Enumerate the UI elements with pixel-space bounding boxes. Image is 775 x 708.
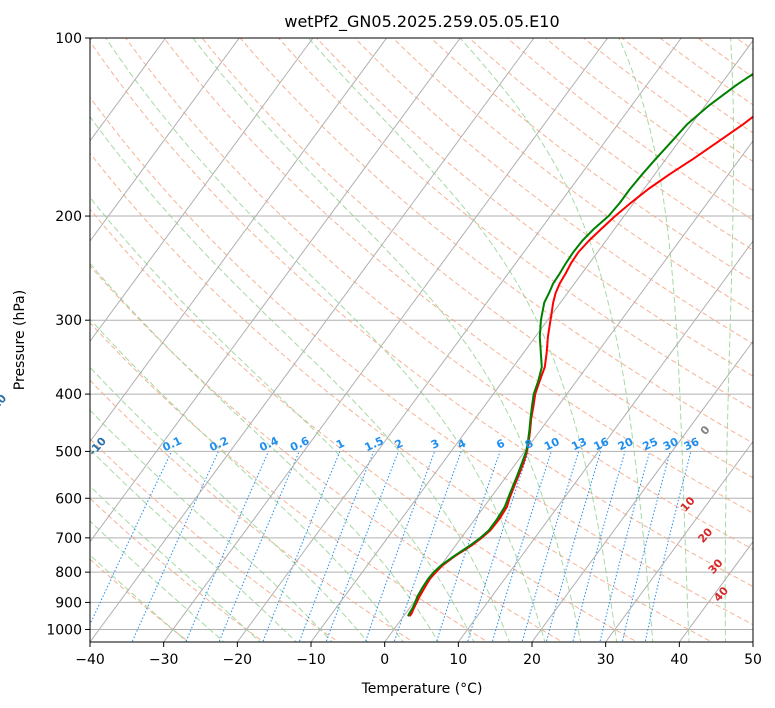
mixing-ratio-label: 10 xyxy=(542,435,562,453)
y-tick-label: 300 xyxy=(55,313,82,329)
mixing-ratio-label: 25 xyxy=(641,435,660,453)
axes: −40 −30 −20 −10 0 10 20 30 40 50 100 200 300 400 500 60… xyxy=(46,31,762,668)
x-tick-label: 30 xyxy=(597,652,615,668)
x-tick-label: 50 xyxy=(744,652,762,668)
dry-adiabat-line xyxy=(90,40,753,588)
y-tick-label: 600 xyxy=(55,491,82,507)
y-axis-title: Pressure (hPa) xyxy=(12,290,28,390)
isotherm-line xyxy=(531,340,753,642)
x-tick-label: 10 xyxy=(449,652,467,668)
isotherm-line xyxy=(605,440,753,642)
x-tick-label: −30 xyxy=(149,652,179,668)
y-tick-label: 900 xyxy=(55,595,82,611)
isotherm-line xyxy=(310,39,753,642)
dry-adiabat-line xyxy=(90,152,713,642)
x-tick-label: 0 xyxy=(380,652,389,668)
y-tick-label: 1000 xyxy=(46,622,82,638)
mixing-ratio-label: 30 xyxy=(661,435,681,453)
mixing-ratio-line xyxy=(545,451,602,642)
isotherm-line xyxy=(90,38,167,142)
isotherm-line xyxy=(90,38,388,443)
mixing-ratio-label: 36 xyxy=(682,435,702,453)
moist-adiabat-line xyxy=(90,318,404,642)
isotherm-line xyxy=(384,140,753,642)
dry-adiabat-line xyxy=(90,379,414,642)
y-tick-label: 700 xyxy=(55,531,82,547)
mixing-ratio-line xyxy=(131,451,219,642)
moist-adiabat-line xyxy=(459,38,654,642)
moist-adiabat-line xyxy=(90,115,510,642)
y-tick-label: 400 xyxy=(55,387,82,403)
mixing-ratio-line xyxy=(621,451,671,642)
moist-adiabat-line xyxy=(90,554,188,642)
dry-adiabat-label: -20 xyxy=(0,392,9,416)
dry-adiabat-line xyxy=(315,38,753,377)
mixing-ratio-label: 16 xyxy=(592,435,612,453)
moist-adiabat-line xyxy=(618,38,690,642)
mixing-ratio-line xyxy=(572,451,626,642)
mixing-ratio-line xyxy=(325,451,399,642)
dry-adiabat-line xyxy=(163,38,753,514)
mixing-ratio-line xyxy=(599,451,651,642)
isotherm-line xyxy=(236,38,682,642)
mixing-ratio-label: 20 xyxy=(616,435,636,453)
x-tick-label: 40 xyxy=(670,652,688,668)
dry-adiabat-line xyxy=(90,96,753,626)
dewpoint-line xyxy=(407,72,753,617)
moist-adiabat-line xyxy=(90,448,298,642)
dry-adiabat-line xyxy=(90,321,489,642)
dry-adiabat-line xyxy=(392,38,753,313)
isotherm-line xyxy=(163,38,609,642)
isotherm-line xyxy=(457,240,753,642)
plot-frame xyxy=(89,37,754,643)
moist-adiabat-line xyxy=(90,409,333,642)
dry-adiabat-line xyxy=(90,208,639,642)
dry-adiabat-line xyxy=(90,438,340,642)
mixing-ratio-line xyxy=(218,451,300,642)
y-tick-label: 500 xyxy=(55,444,82,460)
y-tick-label: 200 xyxy=(55,209,82,225)
background-lines xyxy=(90,38,753,642)
moist-adiabat-line xyxy=(192,38,582,642)
moist-adiabat-line xyxy=(307,38,618,642)
mixing-ratio-line xyxy=(298,451,375,642)
x-tick-label: −10 xyxy=(296,652,326,668)
mixing-ratio-line xyxy=(435,451,501,642)
dry-adiabat-line xyxy=(239,38,753,444)
dry-adiabat-line xyxy=(201,38,753,479)
moist-adiabat-line xyxy=(724,38,735,642)
isotherm-line xyxy=(90,38,314,343)
isotherm-line xyxy=(90,38,535,642)
mixing-ratio-line xyxy=(491,451,552,642)
y-tick-label: 800 xyxy=(55,565,82,581)
mixing-ratio-line xyxy=(393,451,462,642)
moist-adiabat-line xyxy=(90,196,475,642)
dry-adiabat-line xyxy=(90,558,190,642)
x-axis-title: Temperature (°C) xyxy=(361,681,483,697)
moist-adiabat-line xyxy=(90,520,225,642)
x-tick-label: −40 xyxy=(75,652,105,668)
isotherm-line xyxy=(90,38,240,242)
moist-adiabat-line xyxy=(90,366,369,642)
x-tick-label: −20 xyxy=(223,652,253,668)
mixing-ratio-line xyxy=(90,451,173,626)
mixing-ratio-line xyxy=(185,451,269,642)
x-tick-label: 20 xyxy=(523,652,541,668)
moist-adiabat-line xyxy=(105,38,546,642)
chart-title: wetPf2_GN05.2025.259.05.05.E10 xyxy=(284,12,559,32)
mixing-ratio-line xyxy=(521,451,580,642)
y-tick-label: 100 xyxy=(55,31,82,47)
dry-adiabat-line xyxy=(90,264,564,642)
mixing-ratio-label: 13 xyxy=(570,435,589,453)
moist-adiabat-line xyxy=(90,262,440,642)
profile-lines xyxy=(407,72,753,617)
